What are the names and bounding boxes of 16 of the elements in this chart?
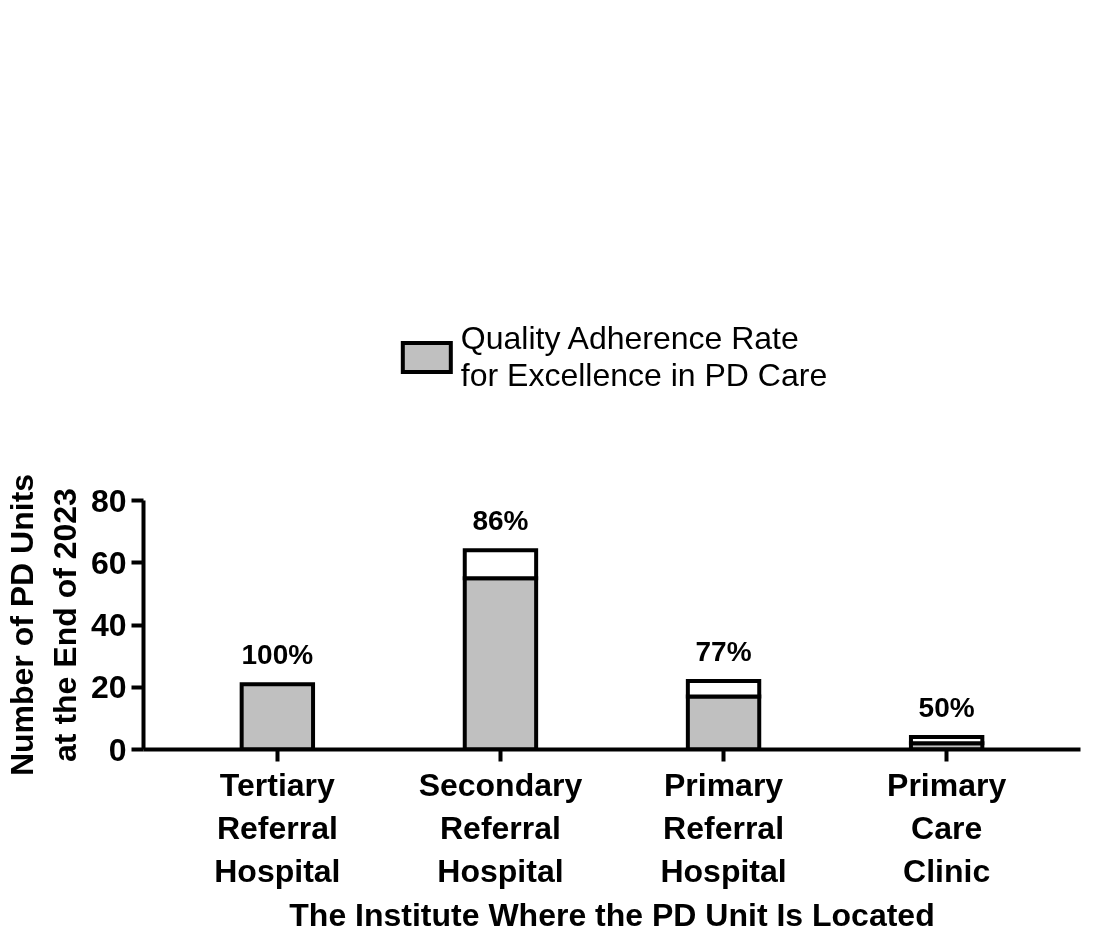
x-axis-title: The Institute Where the PD Unit Is Located [289,896,935,933]
annotation: 50% [918,692,975,724]
y-tick-label: 20 [90,669,127,706]
legend-label: Quality Adherence Rate for Excellence in PD Care [460,319,828,394]
y-tick-label: 80 [90,482,127,519]
x-tick-label: Primary Care Clinic [887,766,1007,889]
y-tick-label: 40 [90,607,127,643]
x-tick-label: Secondary Referral Hospital [418,766,583,889]
annotation: 77% [695,636,752,668]
y-tick-label: 60 [90,544,127,581]
y-tick-label: 0 [108,731,127,768]
annotation: 86% [472,505,529,537]
x-tick-label: Tertiary Referral Hospital [214,766,341,889]
y-axis-title: Number of PD Units at the End of 2023 [3,473,83,777]
x-tick-label: Primary Referral Hospital [660,766,787,889]
annotation: 100% [241,639,314,671]
